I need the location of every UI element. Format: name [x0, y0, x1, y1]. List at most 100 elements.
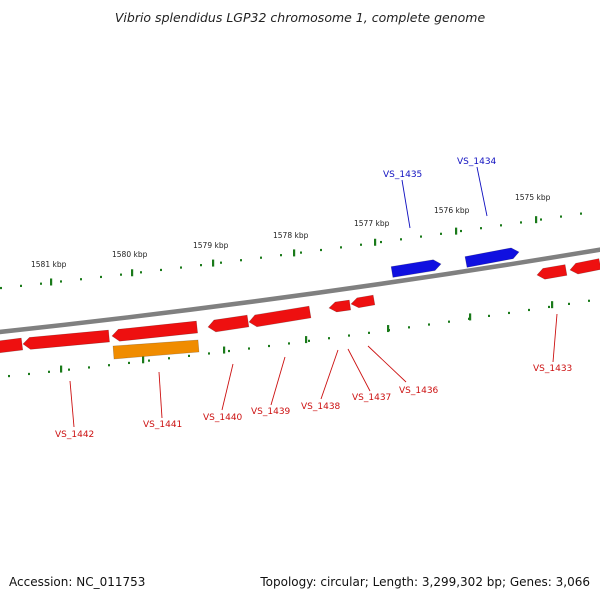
tick-major	[293, 249, 296, 257]
gene-features	[0, 247, 600, 360]
tick-minor	[208, 352, 210, 355]
tick-minor	[260, 256, 262, 259]
gene-label-vs-1441[interactable]: VS_1441	[143, 420, 182, 430]
tick-minor	[428, 323, 430, 326]
tick-major	[535, 216, 538, 224]
scale-label: 1578 kbp	[273, 231, 309, 240]
gene-label-vs-1442[interactable]: VS_1442	[55, 430, 94, 440]
map-title: Vibrio splendidus LGP32 chromosome 1, co…	[114, 10, 486, 25]
gene-labels: VS_1435 VS_1434 VS_1433 VS_1436 VS_1437 VS_14…	[55, 157, 572, 440]
chromosome-backbone	[0, 247, 600, 335]
tick-minor	[240, 259, 242, 262]
tick-minor	[140, 271, 142, 274]
tick-minor	[108, 364, 110, 367]
tick-minor	[488, 314, 490, 318]
tick-minor	[128, 361, 130, 365]
tick-major	[387, 325, 390, 333]
leader-line-vs-1437	[347, 348, 371, 392]
scale-label: 1576 kbp	[434, 206, 470, 215]
gene-label-vs-1436[interactable]: VS_1436	[399, 386, 439, 396]
genome-summary-text: Topology: circular; Length: 3,299,302 bp…	[260, 575, 590, 589]
tick-minor	[500, 224, 502, 227]
tick-major	[50, 278, 53, 286]
tick-minor	[520, 221, 522, 224]
tick-minor	[568, 302, 570, 305]
tick-major	[142, 356, 145, 364]
scale-label: 1579 kbp	[193, 241, 229, 250]
outer-tick-track	[0, 212, 582, 290]
tick-major	[374, 238, 377, 246]
tick-minor	[160, 268, 162, 272]
scale-label: 1577 kbp	[354, 219, 390, 228]
leader-line-vs-1439	[270, 356, 286, 406]
leader-line-vs-1435	[401, 179, 411, 229]
tick-minor	[28, 372, 30, 376]
inner-tick-track	[8, 299, 590, 378]
tick-minor	[400, 238, 402, 241]
leader-line-vs-1440	[221, 363, 234, 411]
tick-major	[131, 269, 134, 277]
tick-minor	[288, 342, 290, 345]
tick-minor	[20, 284, 22, 287]
tick-minor	[80, 278, 82, 281]
gene-label-vs-1434[interactable]: VS_1434	[457, 157, 497, 167]
gene-vs-1443[interactable]	[0, 337, 24, 354]
tick-major	[551, 301, 554, 309]
tick-minor	[380, 240, 382, 244]
gene-vs-1435[interactable]	[390, 259, 442, 278]
accession-text: Accession: NC_011753	[9, 575, 146, 589]
gene-label-vs-1438[interactable]: VS_1438	[301, 402, 341, 412]
leader-line-vs-1442	[69, 380, 75, 428]
gene-vs-1433[interactable]	[536, 264, 568, 280]
tick-minor	[180, 266, 182, 269]
gene-vs-1441-red[interactable]	[111, 320, 198, 342]
gene-label-vs-1437[interactable]: VS_1437	[352, 393, 391, 403]
tick-major	[455, 227, 458, 235]
tick-major	[60, 365, 63, 373]
tick-minor	[220, 261, 222, 264]
gene-vs-1434[interactable]	[464, 247, 520, 268]
gene-vs-1441[interactable]	[112, 339, 200, 360]
tick-minor	[228, 349, 230, 353]
tick-minor	[88, 366, 90, 369]
tick-minor	[440, 232, 442, 235]
gene-label-vs-1435[interactable]: VS_1435	[383, 170, 422, 180]
tick-minor	[8, 374, 10, 378]
tick-minor	[508, 311, 510, 315]
tick-major	[212, 259, 215, 267]
tick-minor	[100, 275, 102, 279]
gene-vs-1442[interactable]	[22, 329, 110, 350]
tick-minor	[248, 347, 250, 350]
scale-label: 1580 kbp	[112, 250, 148, 259]
tick-minor	[480, 227, 482, 230]
tick-minor	[588, 299, 590, 302]
tick-minor	[200, 264, 202, 267]
leader-line-vs-1441	[158, 371, 163, 419]
tick-minor	[68, 368, 70, 371]
leader-line-vs-1438	[320, 349, 339, 400]
tick-minor	[368, 331, 370, 334]
tick-major	[305, 336, 308, 344]
tick-minor	[328, 337, 330, 340]
tick-minor	[188, 354, 190, 357]
gene-vs-1440[interactable]	[207, 314, 250, 333]
tick-minor	[168, 357, 170, 360]
gene-vs-1433-adj[interactable]	[569, 258, 600, 275]
tick-minor	[580, 212, 582, 215]
tick-minor	[48, 370, 50, 373]
tick-minor	[408, 326, 410, 329]
tick-minor	[448, 320, 450, 323]
tick-minor	[560, 215, 562, 218]
scale-label: 1581 kbp	[31, 260, 67, 269]
gene-label-vs-1440[interactable]: VS_1440	[203, 413, 243, 423]
tick-minor	[280, 254, 282, 257]
gene-vs-1436[interactable]	[350, 294, 376, 309]
gene-label-vs-1433[interactable]: VS_1433	[533, 364, 572, 374]
leader-line-vs-1433	[552, 313, 558, 363]
tick-minor	[420, 235, 422, 238]
gene-vs-1437[interactable]	[328, 299, 352, 313]
tick-minor	[360, 243, 362, 246]
gene-vs-1439[interactable]	[248, 305, 312, 328]
gene-label-vs-1439[interactable]: VS_1439	[251, 407, 291, 417]
